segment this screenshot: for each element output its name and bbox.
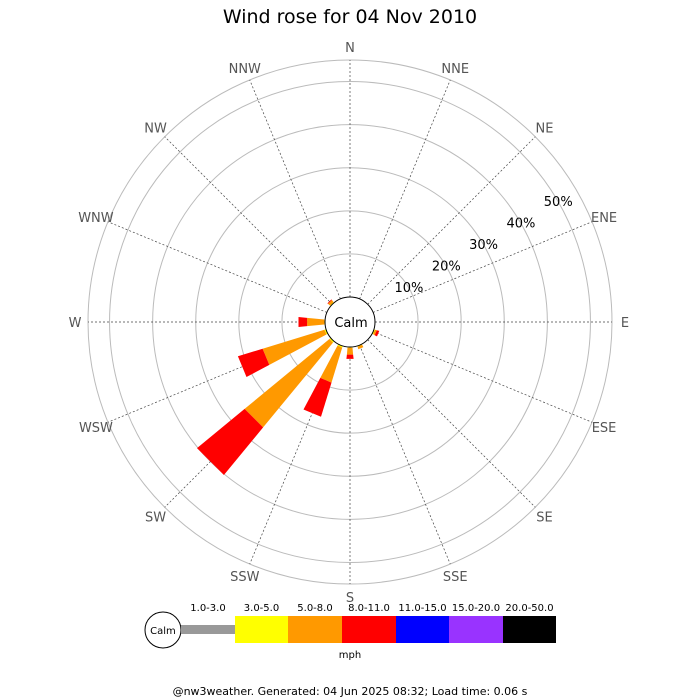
footer-text: @nw3weather. Generated: 04 Jun 2025 08:3… (173, 685, 528, 698)
spoke-ne (367, 136, 536, 305)
bar-ese-5.0-8.0 (373, 329, 377, 336)
legend-label-11.0-15.0: 11.0-15.0 (398, 603, 446, 614)
direction-label-s: S (346, 591, 354, 606)
bar-sw-5.0-8.0 (244, 339, 333, 428)
bar-s-5.0-8.0 (346, 347, 354, 355)
ring-20 (238, 210, 462, 434)
legend-bar-5.0-8.0 (288, 616, 342, 643)
direction-labels: N NNE NE ENE E ESE SE SSE S SSW SW WSW W WNW NW NNW (69, 41, 630, 606)
spoke-wsw (107, 331, 328, 423)
percent-label-40: 40% (506, 216, 535, 231)
direction-label-sse: SSE (443, 570, 468, 585)
legend-label-5.0-8.0: 5.0-8.0 (297, 603, 332, 614)
bar-ssw-3.0-5.0 (337, 344, 343, 348)
spoke-sw (164, 339, 333, 508)
legend-label-20.0-50.0: 20.0-50.0 (505, 603, 553, 614)
direction-label-nne: NNE (441, 62, 469, 77)
speed-legend: Calm 1.0-3.0 3.0-5.0 5.0-8.0 8.0-11.0 11.0-1… (144, 603, 556, 661)
percent-label-30: 30% (469, 238, 498, 253)
spoke-nw (164, 136, 333, 305)
legend-bar-11.0-15.0 (396, 616, 449, 643)
legend-label-8.0-11.0: 8.0-11.0 (348, 603, 390, 614)
percent-label-20: 20% (432, 259, 461, 274)
spoke-sse (359, 344, 451, 565)
direction-label-ne: NE (535, 122, 553, 137)
direction-spokes (88, 60, 612, 584)
chart-title: Wind rose for 04 Nov 2010 (223, 6, 477, 28)
bar-wsw-8.0-11.0 (237, 348, 270, 377)
direction-label-e: E (621, 316, 629, 331)
legend-label-15.0-20.0: 15.0-20.0 (452, 603, 500, 614)
direction-label-w: W (69, 316, 82, 331)
percent-label-50: 50% (544, 195, 573, 210)
direction-label-n: N (345, 41, 355, 56)
direction-label-sw: SW (145, 510, 166, 525)
percent-label-10: 10% (395, 281, 424, 296)
bar-sse-5.0-8.0 (357, 344, 364, 350)
legend-bar-1.0-3.0 (181, 625, 235, 634)
ring-50 (109, 81, 591, 563)
legend-calm-label: Calm (150, 626, 176, 637)
legend-bar-20.0-50.0 (503, 616, 556, 643)
direction-label-wsw: WSW (79, 421, 113, 436)
bar-w-8.0-11.0 (298, 317, 308, 327)
bar-ssw-8.0-11.0 (303, 377, 332, 417)
direction-label-wnw: WNW (78, 211, 114, 226)
percent-labels: 10% 20% 30% 40% 50% (395, 195, 573, 296)
direction-label-ene: ENE (591, 211, 617, 226)
direction-label-nnw: NNW (229, 62, 261, 77)
spoke-nnw (249, 79, 341, 300)
bar-wsw-3.0-5.0 (324, 329, 328, 335)
spoke-ese (372, 331, 593, 423)
spoke-ene (372, 221, 593, 313)
spoke-se (367, 339, 536, 508)
legend-label-3.0-5.0: 3.0-5.0 (244, 603, 279, 614)
spoke-ssw (249, 344, 341, 565)
direction-label-nw: NW (144, 122, 167, 137)
spoke-wnw (107, 221, 328, 313)
ring-10 (281, 253, 419, 391)
legend-label-1.0-3.0: 1.0-3.0 (190, 603, 225, 614)
direction-label-ese: ESE (592, 421, 617, 436)
legend-bar-3.0-5.0 (235, 616, 288, 643)
wind-bars (197, 299, 380, 475)
legend-bar-15.0-20.0 (449, 616, 503, 643)
bar-nw-8.0-11.0 (327, 299, 332, 304)
calm-center: Calm (324, 296, 376, 348)
calm-label: Calm (334, 316, 367, 331)
legend-bar-8.0-11.0 (342, 616, 396, 643)
bar-w-5.0-8.0 (307, 317, 325, 327)
bar-sw-8.0-11.0 (197, 408, 264, 475)
bar-nw-5.0-8.0 (328, 300, 334, 306)
bar-s-8.0-11.0 (346, 354, 354, 359)
direction-label-se: SE (536, 510, 552, 525)
bar-ssw-5.0-8.0 (320, 345, 343, 383)
legend-unit: mph (339, 650, 361, 661)
bar-sw-3.0-5.0 (329, 337, 335, 343)
bar-ese-8.0-11.0 (374, 330, 380, 337)
direction-label-ssw: SSW (230, 570, 260, 585)
spoke-nne (359, 79, 451, 300)
bar-wsw-5.0-8.0 (262, 329, 327, 365)
calm-circle (324, 296, 376, 348)
